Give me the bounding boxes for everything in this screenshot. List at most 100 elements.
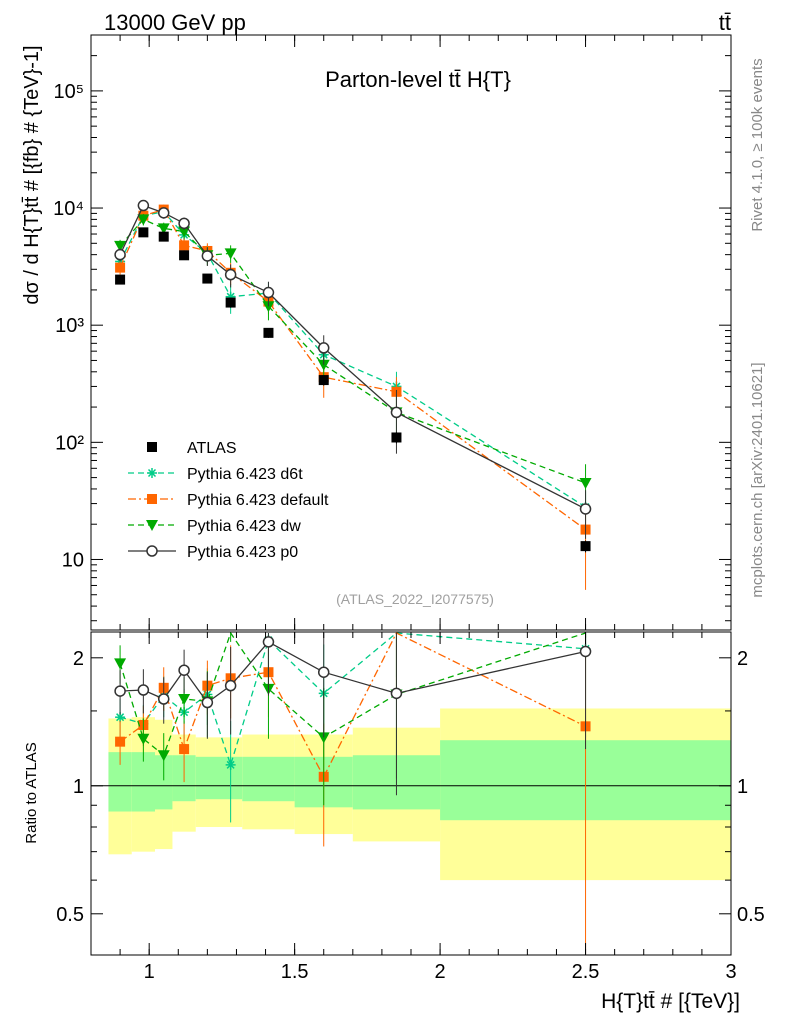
legend-entry: Pythia 6.423 default (128, 492, 329, 509)
watermark: (ATLAS_2022_I2077575) (336, 591, 494, 607)
ratio-series-pythia-6-423-p0 (114, 633, 592, 796)
ratio-y-tick-label-right: 1 (737, 776, 748, 798)
ratio-y-tick-label: 1 (73, 776, 84, 798)
data-point (137, 214, 150, 226)
ratio-point (201, 696, 214, 709)
uncertainty-band-inner (108, 752, 132, 812)
main-ylabel: dσ / d H{T}tt̄ # [{fb} # {TeV}-1] (21, 45, 43, 304)
uncertainty-band-inner (131, 752, 155, 812)
legend-marker (146, 545, 158, 557)
data-point (317, 342, 330, 354)
data-point (179, 240, 190, 251)
ratio-series-line (119, 631, 586, 757)
series-atlas (115, 227, 591, 553)
uncertainty-band-inner (242, 756, 295, 802)
data-point (224, 248, 237, 260)
data-point (178, 226, 191, 238)
legend-label: Pythia 6.423 default (187, 492, 329, 509)
main-y-tick-label: 10⁵ (53, 81, 84, 103)
ratio-point (390, 687, 403, 700)
ratio-point (178, 664, 190, 676)
ratio-point (157, 750, 170, 762)
legend-label: Pythia 6.423 dw (187, 518, 301, 535)
data-point (317, 359, 330, 371)
data-point (579, 503, 592, 515)
data-point (115, 274, 126, 285)
data-point (262, 286, 275, 299)
data-point (390, 406, 403, 419)
ratio-panel: 1 1.5 2 2.5 3 0.5 0.5 1 1 2 2 Ratio to ATLAS H{T}t… (23, 631, 765, 1013)
ratio-series-line (120, 641, 586, 704)
ratio-point (157, 693, 170, 705)
uncertainty-band-inner (155, 755, 173, 810)
x-axis-label: H{T}tt̄ # [{TeV}] (601, 990, 740, 1013)
series-pythia-6-423-p0 (114, 199, 592, 539)
legend-entry: ATLAS (147, 440, 237, 457)
rivet-label: Rivet 4.1.0, ≥ 100k events (749, 58, 766, 231)
uncertainty-band-inner (195, 756, 219, 800)
data-point (262, 301, 275, 313)
legend-marker (147, 494, 157, 504)
series-line (119, 208, 586, 531)
series-line (119, 204, 586, 510)
ratio-y-tick-label-right: 0.5 (737, 904, 765, 926)
main-y-tick-label: 10⁴ (53, 198, 84, 220)
ratio-point (224, 679, 237, 692)
ratio-point (262, 636, 275, 648)
data-point (179, 250, 190, 261)
legend-label: ATLAS (187, 440, 237, 457)
ratio-point (137, 684, 150, 696)
main-panel: 10 10² 10³ 10⁴ 10⁵ Parton-level tt̄ H{T} (AT… (21, 34, 732, 631)
x-tick-label: 2.5 (572, 961, 600, 983)
data-point (115, 262, 126, 273)
energy-label: 13000 GeV pp (104, 10, 246, 35)
legend-label: Pythia 6.423 p0 (187, 544, 298, 561)
x-tick-label: 3 (725, 961, 736, 983)
data-point (263, 327, 274, 338)
legend-entry: Pythia 6.423 d6t (128, 466, 303, 483)
mcplots-label: mcplots.cern.ch [arXiv:2401.10621] (749, 362, 766, 597)
series-line (119, 211, 586, 508)
data-point (225, 297, 236, 308)
legend-entry: Pythia 6.423 dw (128, 518, 301, 535)
data-point (114, 240, 127, 252)
data-point (114, 248, 126, 261)
data-point (318, 375, 329, 386)
ratio-series-line (119, 632, 586, 779)
ratio-ylabel: Ratio to ATLAS (23, 742, 40, 843)
data-point (201, 250, 214, 262)
main-title: Parton-level tt̄ H{T} (325, 67, 511, 92)
legend-label: Pythia 6.423 d6t (187, 466, 303, 483)
ratio-point (579, 645, 592, 658)
legend-marker (147, 442, 157, 452)
ratio-series-line (119, 632, 586, 768)
data-point (137, 199, 150, 212)
legend-marker (146, 520, 158, 531)
x-tick-label: 1 (144, 961, 155, 983)
x-tick-label: 1.5 (281, 961, 309, 983)
ratio-point (137, 733, 150, 745)
series-line (119, 218, 586, 484)
main-y-tick-label: 10 (62, 549, 84, 571)
legend-marker (147, 468, 157, 478)
ratio-y-tick-label: 2 (73, 648, 84, 670)
data-point (178, 217, 190, 230)
data-point (580, 541, 591, 552)
ratio-point (179, 744, 190, 755)
legend: ATLAS Pythia 6.423 d6t Pythia 6.423 defaul… (128, 440, 329, 561)
data-point (138, 227, 149, 238)
ratio-y-tick-label: 0.5 (56, 904, 84, 926)
data-point (157, 223, 170, 235)
main-y-tick-label: 10² (55, 432, 84, 454)
x-tick-label: 2 (435, 961, 446, 983)
ratio-point (178, 694, 191, 706)
ratio-point (114, 658, 127, 670)
ratio-point (317, 732, 330, 744)
process-label: tt̄ (719, 10, 731, 35)
ratio-point (225, 759, 236, 770)
main-y-tick-label: 10³ (55, 315, 84, 337)
ratio-point (114, 685, 126, 697)
data-point (391, 432, 402, 443)
data-point (158, 231, 169, 242)
